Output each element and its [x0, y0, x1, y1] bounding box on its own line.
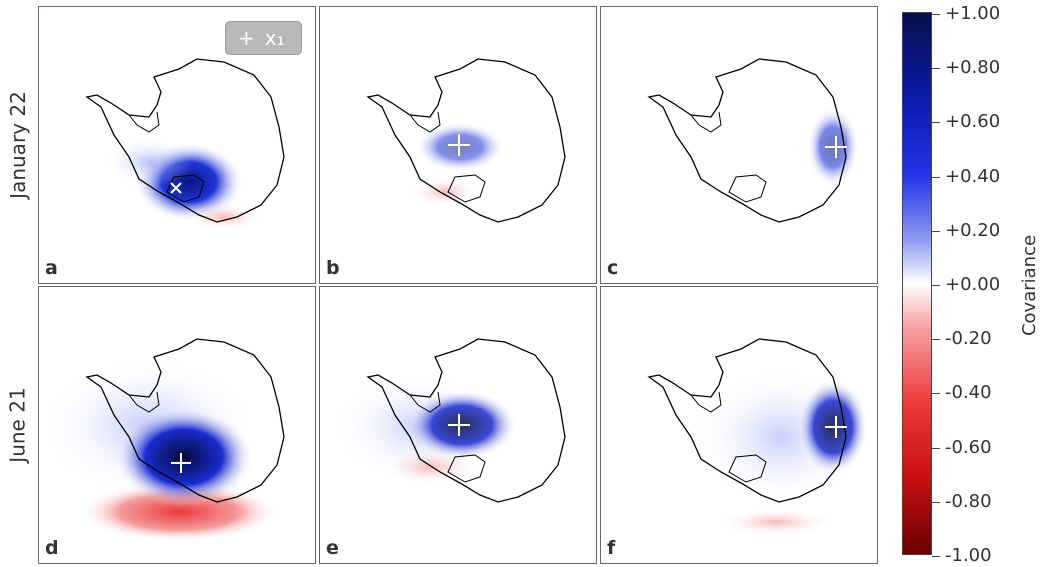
map-panel-e: e [319, 286, 597, 564]
colorbar-tick-label: +0.00 [945, 274, 1001, 295]
svg-text:.: . [44, 12, 45, 16]
legend: + x₁ [225, 21, 302, 55]
colorbar-title-text: Covariance [1019, 234, 1041, 336]
colorbar-tick [932, 68, 940, 70]
colorbar-tick [932, 501, 940, 503]
colorbar-tick [932, 556, 940, 557]
map-canvas [39, 338, 285, 542]
map-panel-c: c [600, 6, 878, 284]
colorbar-tick [932, 339, 940, 341]
antarctica-coastline [85, 338, 285, 503]
panel-letter-b: b [326, 257, 340, 279]
colorbar-tick-label: -0.40 [945, 382, 992, 404]
row-label-january: January 22 [2, 6, 34, 284]
colorbar-tick-label: -0.20 [945, 328, 992, 350]
map-canvas [330, 338, 566, 503]
colorbar-tick-label: +0.20 [945, 219, 1001, 241]
colorbar-tick-label: +1.00 [945, 3, 1001, 24]
map-panel-b: b [319, 6, 597, 284]
colorbar-tick-label: -1.00 [945, 545, 992, 566]
antarctica-coastline [366, 58, 566, 223]
colorbar-tick [932, 230, 940, 232]
colorbar-tick-label: +0.40 [945, 165, 1001, 187]
map-panel-a: . + x₁ a [38, 6, 316, 284]
map-panel-f: f [600, 286, 878, 564]
colorbar-tick [932, 122, 940, 124]
antarctica-coastline [647, 58, 847, 223]
panel-letter-d: d [45, 537, 59, 559]
colorbar-tick [932, 393, 940, 395]
plus-marker-icon: + [238, 26, 255, 50]
colorbar-tick [932, 176, 940, 178]
colorbar-tick [932, 285, 940, 286]
colorbar-tick-label: -0.60 [945, 436, 992, 458]
panel-letter-c: c [607, 257, 619, 279]
colorbar-tick-label: +0.60 [945, 111, 1001, 133]
antarctica-coastline [647, 338, 847, 503]
map-panel-d: d [38, 286, 316, 564]
row-label-june: June 21 [2, 286, 34, 564]
row-label-january-text: January 22 [6, 91, 31, 199]
panel-letter-e: e [326, 537, 339, 559]
colorbar-tick-label: +0.80 [945, 57, 1001, 79]
panel-letter-a: a [45, 257, 58, 279]
antarctica-coastline [366, 338, 566, 503]
map-canvas [647, 58, 859, 223]
map-canvas [647, 338, 871, 536]
row-label-june-text: June 21 [6, 387, 30, 463]
panel-letter-f: f [607, 537, 616, 559]
colorbar-tick-label: -0.80 [945, 490, 992, 512]
map-canvas [366, 58, 566, 223]
colorbar [902, 12, 932, 555]
antarctica-coastline [85, 58, 285, 223]
colorbar-tick [932, 447, 940, 449]
map-canvas: . [44, 12, 285, 231]
colorbar-tick [932, 14, 940, 15]
legend-label: x₁ [264, 26, 285, 50]
colorbar-title: Covariance [1000, 160, 1045, 410]
